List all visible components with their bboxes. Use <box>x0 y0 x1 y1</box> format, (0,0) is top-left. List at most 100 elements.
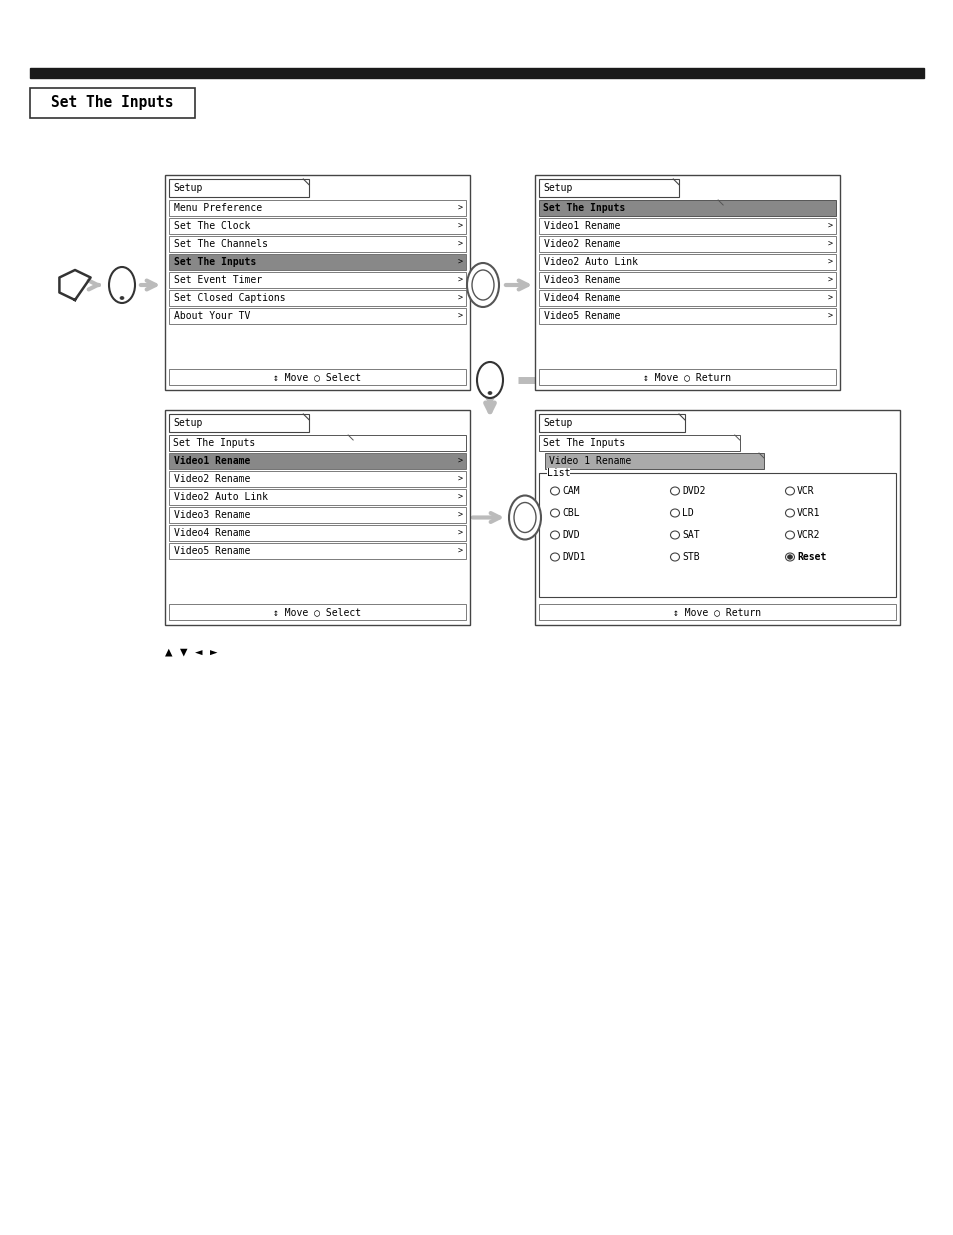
Ellipse shape <box>784 487 794 495</box>
Ellipse shape <box>472 270 494 300</box>
Text: Set The Inputs: Set The Inputs <box>51 95 173 110</box>
Ellipse shape <box>670 531 679 538</box>
Ellipse shape <box>550 531 558 538</box>
Text: Reset: Reset <box>796 552 825 562</box>
FancyBboxPatch shape <box>538 308 835 324</box>
Text: >: > <box>826 221 832 231</box>
Text: ↕ Move ○ Select: ↕ Move ○ Select <box>274 606 361 618</box>
FancyBboxPatch shape <box>535 410 899 625</box>
FancyBboxPatch shape <box>538 369 835 385</box>
FancyBboxPatch shape <box>169 369 465 385</box>
FancyBboxPatch shape <box>169 219 465 233</box>
Text: Video3 Rename: Video3 Rename <box>173 510 250 520</box>
Text: Set The Inputs: Set The Inputs <box>172 438 255 448</box>
FancyBboxPatch shape <box>538 219 835 233</box>
Ellipse shape <box>550 509 558 517</box>
FancyBboxPatch shape <box>538 473 895 597</box>
Text: Video3 Rename: Video3 Rename <box>543 275 619 285</box>
Text: Video5 Rename: Video5 Rename <box>173 546 250 556</box>
Text: CAM: CAM <box>561 487 579 496</box>
Bar <box>30 68 923 78</box>
Text: Set The Channels: Set The Channels <box>173 240 268 249</box>
Text: Setup: Setup <box>542 417 572 429</box>
Text: LD: LD <box>681 508 693 517</box>
Ellipse shape <box>509 495 540 540</box>
Text: >: > <box>457 258 462 267</box>
FancyBboxPatch shape <box>538 254 835 270</box>
Text: >: > <box>457 529 462 537</box>
FancyBboxPatch shape <box>169 508 465 522</box>
Ellipse shape <box>467 263 498 308</box>
Text: SAT: SAT <box>681 530 699 540</box>
Ellipse shape <box>784 531 794 538</box>
Ellipse shape <box>670 487 679 495</box>
FancyBboxPatch shape <box>544 453 763 469</box>
Text: CBL: CBL <box>561 508 579 517</box>
Ellipse shape <box>550 487 558 495</box>
Text: Set The Inputs: Set The Inputs <box>542 438 624 448</box>
Text: Setup: Setup <box>542 183 572 193</box>
Ellipse shape <box>786 555 792 559</box>
Text: Video1 Rename: Video1 Rename <box>543 221 619 231</box>
FancyBboxPatch shape <box>169 236 465 252</box>
Text: >: > <box>457 547 462 556</box>
FancyBboxPatch shape <box>538 179 679 198</box>
Text: Video2 Rename: Video2 Rename <box>173 474 250 484</box>
Text: Set The Clock: Set The Clock <box>173 221 250 231</box>
Text: VCR1: VCR1 <box>796 508 820 517</box>
Text: ▲ ▼ ◄ ►: ▲ ▼ ◄ ► <box>165 645 217 658</box>
Text: Video4 Rename: Video4 Rename <box>543 293 619 303</box>
Ellipse shape <box>784 509 794 517</box>
Text: >: > <box>826 258 832 267</box>
FancyBboxPatch shape <box>538 272 835 288</box>
Text: Menu Preference: Menu Preference <box>173 203 262 212</box>
Text: Setup: Setup <box>172 183 202 193</box>
Text: >: > <box>457 457 462 466</box>
FancyBboxPatch shape <box>165 175 470 390</box>
Text: >: > <box>457 204 462 212</box>
Text: >: > <box>457 294 462 303</box>
FancyBboxPatch shape <box>169 453 465 469</box>
Ellipse shape <box>514 503 536 532</box>
Ellipse shape <box>476 362 502 398</box>
FancyBboxPatch shape <box>30 88 194 119</box>
FancyBboxPatch shape <box>169 254 465 270</box>
Ellipse shape <box>784 553 794 561</box>
Text: DVD: DVD <box>561 530 579 540</box>
Ellipse shape <box>670 553 679 561</box>
Text: Video 1 Rename: Video 1 Rename <box>548 456 631 466</box>
Ellipse shape <box>120 296 124 300</box>
Text: Video2 Auto Link: Video2 Auto Link <box>543 257 638 267</box>
FancyBboxPatch shape <box>535 175 840 390</box>
Text: Set The Inputs: Set The Inputs <box>173 257 256 267</box>
Text: >: > <box>826 311 832 321</box>
Ellipse shape <box>670 509 679 517</box>
FancyBboxPatch shape <box>169 489 465 505</box>
FancyBboxPatch shape <box>538 290 835 306</box>
FancyBboxPatch shape <box>169 604 465 620</box>
Ellipse shape <box>488 391 492 394</box>
FancyBboxPatch shape <box>538 236 835 252</box>
Text: Video1 Rename: Video1 Rename <box>173 456 250 466</box>
Text: List: List <box>546 468 570 478</box>
FancyBboxPatch shape <box>538 604 895 620</box>
Text: >: > <box>826 240 832 248</box>
Text: >: > <box>457 510 462 520</box>
FancyBboxPatch shape <box>538 414 684 432</box>
FancyBboxPatch shape <box>169 471 465 487</box>
Text: >: > <box>826 275 832 284</box>
Text: >: > <box>457 311 462 321</box>
FancyBboxPatch shape <box>169 272 465 288</box>
Text: ↕ Move ○ Return: ↕ Move ○ Return <box>642 372 731 382</box>
Text: STB: STB <box>681 552 699 562</box>
Text: >: > <box>457 474 462 483</box>
Text: >: > <box>457 221 462 231</box>
FancyBboxPatch shape <box>165 410 470 625</box>
Text: Video4 Rename: Video4 Rename <box>173 529 250 538</box>
Text: VCR2: VCR2 <box>796 530 820 540</box>
Ellipse shape <box>109 267 135 303</box>
Text: Set Event Timer: Set Event Timer <box>173 275 262 285</box>
Text: Video5 Rename: Video5 Rename <box>543 311 619 321</box>
Text: ↕ Move ○ Return: ↕ Move ○ Return <box>673 606 760 618</box>
Text: ↕ Move ○ Select: ↕ Move ○ Select <box>274 372 361 382</box>
